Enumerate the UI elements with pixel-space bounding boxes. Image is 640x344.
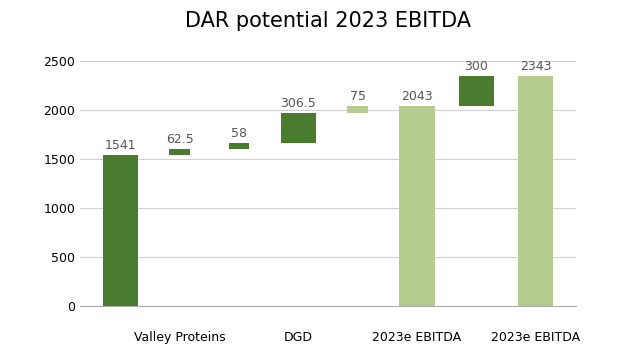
Text: 2023e EBITDA: 2023e EBITDA [372, 331, 461, 344]
Bar [102, 155, 138, 306]
Bar [518, 76, 554, 306]
Text: 58: 58 [231, 127, 247, 140]
Text: 2043: 2043 [401, 90, 433, 103]
Text: 306.5: 306.5 [280, 97, 316, 110]
Text: 2343: 2343 [520, 60, 552, 73]
Bar [399, 106, 435, 306]
Text: 300: 300 [465, 60, 488, 73]
Bar [458, 76, 494, 106]
Text: 2023e EBITDA: 2023e EBITDA [491, 331, 580, 344]
Text: 62.5: 62.5 [166, 133, 193, 146]
Title: DAR potential 2023 EBITDA: DAR potential 2023 EBITDA [185, 11, 471, 31]
Bar [170, 149, 190, 155]
Bar [228, 143, 250, 149]
Text: 75: 75 [349, 90, 365, 103]
Bar [280, 113, 316, 143]
Bar [348, 106, 368, 113]
Text: DGD: DGD [284, 331, 313, 344]
Text: Valley Proteins: Valley Proteins [134, 331, 225, 344]
Text: 1541: 1541 [104, 139, 136, 152]
